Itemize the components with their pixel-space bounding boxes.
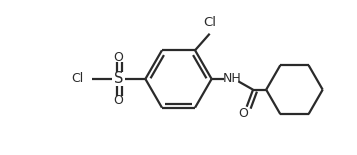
Text: NH: NH: [223, 72, 241, 85]
Text: O: O: [238, 107, 248, 120]
Text: Cl: Cl: [71, 72, 84, 85]
Text: S: S: [114, 71, 123, 86]
Text: Cl: Cl: [203, 16, 216, 29]
Text: O: O: [114, 94, 124, 107]
Text: O: O: [114, 51, 124, 64]
